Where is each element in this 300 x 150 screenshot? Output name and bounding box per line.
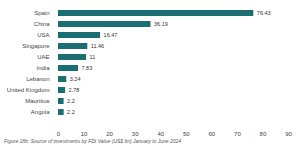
svg-text:50: 50	[183, 131, 190, 136]
svg-text:0: 0	[57, 131, 61, 136]
svg-text:90: 90	[285, 131, 292, 136]
svg-text:11: 11	[90, 54, 96, 60]
svg-text:16.47: 16.47	[104, 32, 118, 38]
svg-text:30: 30	[132, 131, 139, 136]
svg-text:2.2: 2.2	[67, 98, 75, 104]
svg-text:Mauritius: Mauritius	[25, 98, 49, 104]
svg-text:Spain: Spain	[34, 10, 49, 16]
html-text:Figure 18b: Source of investme: Figure 18b: Source of investments by FDI…	[4, 138, 182, 144]
svg-text:USA: USA	[37, 32, 49, 38]
svg-text:20: 20	[106, 131, 113, 136]
svg-text:80: 80	[260, 131, 267, 136]
svg-text:2.2: 2.2	[67, 109, 75, 115]
svg-text:Lebanon: Lebanon	[26, 76, 49, 82]
svg-text:UAE: UAE	[37, 54, 49, 60]
svg-text:Singapore: Singapore	[22, 43, 50, 49]
svg-text:70: 70	[234, 131, 241, 136]
svg-text:60: 60	[208, 131, 215, 136]
svg-text:United Kingdom: United Kingdom	[7, 87, 50, 93]
svg-text:76.43: 76.43	[257, 10, 271, 16]
svg-text:36.19: 36.19	[154, 21, 168, 27]
svg-text:3.24: 3.24	[70, 76, 81, 82]
svg-text:10: 10	[81, 131, 88, 136]
svg-text:China: China	[34, 21, 50, 27]
svg-text:40: 40	[157, 131, 164, 136]
svg-text:11.46: 11.46	[91, 43, 104, 49]
svg-text:7.83: 7.83	[82, 65, 93, 71]
svg-text:India: India	[36, 65, 50, 71]
svg-text:Angola: Angola	[31, 109, 50, 115]
svg-text:2.78: 2.78	[69, 87, 80, 93]
